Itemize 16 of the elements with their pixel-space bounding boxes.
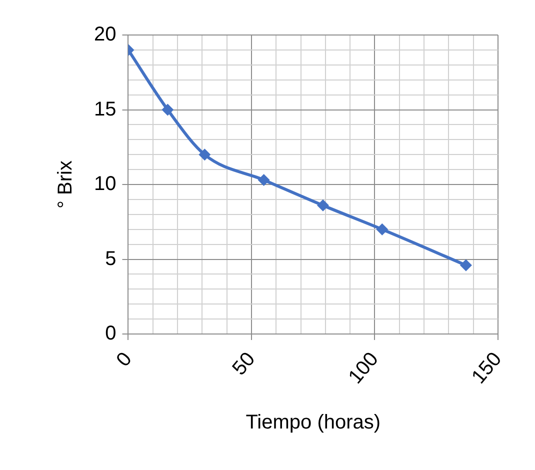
x-tick-label: 150 <box>468 348 506 388</box>
point <box>376 223 388 236</box>
x-axis-title: Tiempo (horas) <box>246 412 381 434</box>
point <box>162 104 174 116</box>
point <box>198 148 211 161</box>
point <box>316 199 329 212</box>
y-tick-label: 5 <box>105 248 116 270</box>
y-tick-label: 10 <box>94 173 116 196</box>
y-tick-label: 15 <box>94 98 116 120</box>
x-tick-label: 50 <box>228 348 260 380</box>
x-tick-label: 100 <box>344 348 383 388</box>
y-tick-label: 0 <box>105 322 116 345</box>
point <box>258 174 270 186</box>
y-axis-title: ° Brix <box>54 160 77 209</box>
point <box>460 259 472 272</box>
y-tick-label: 20 <box>94 24 116 46</box>
